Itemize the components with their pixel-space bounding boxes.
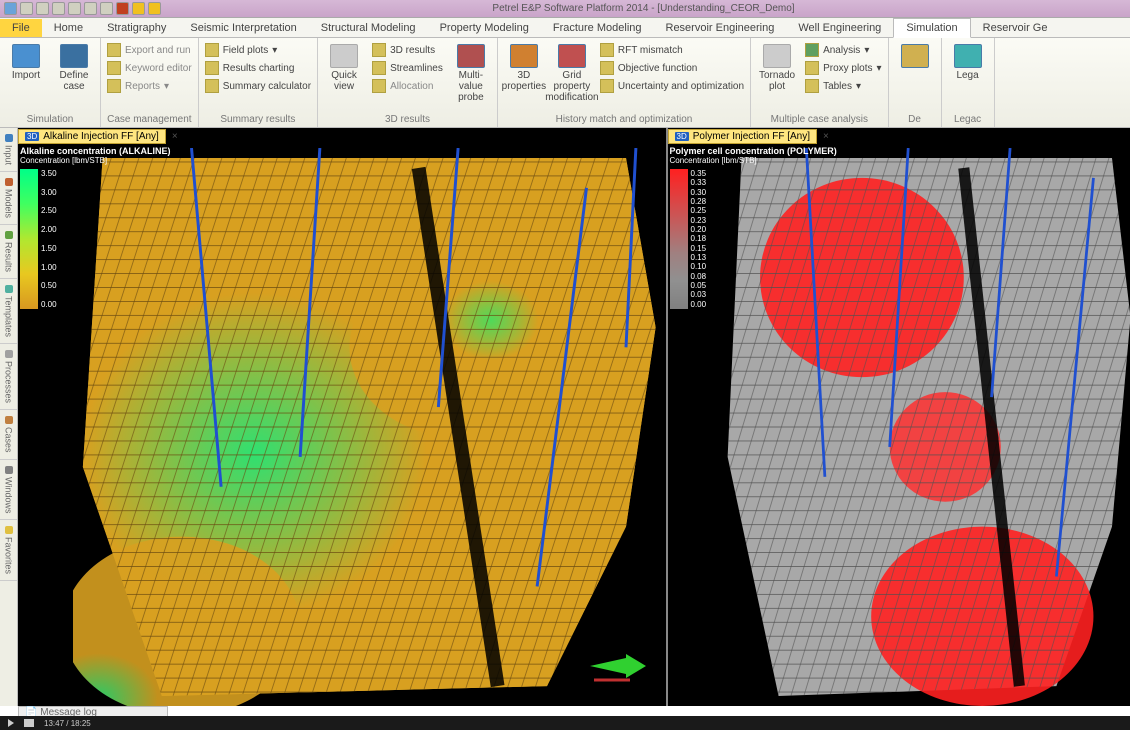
allocation-button[interactable]: Allocation — [370, 78, 445, 94]
import-button[interactable]: Import — [4, 40, 48, 112]
legend-polymer: Polymer cell concentration (POLYMER) Con… — [670, 146, 837, 309]
qat-icon[interactable] — [36, 2, 49, 15]
tab-home[interactable]: Home — [42, 19, 95, 37]
rft-mismatch-button[interactable]: RFT mismatch — [598, 42, 746, 58]
3d-properties-button[interactable]: 3D properties — [502, 40, 546, 112]
close-tab-icon[interactable]: × — [166, 131, 184, 142]
pane-polymer[interactable]: 3DPolymer Injection FF [Any] × Polymer c… — [668, 128, 1130, 706]
summary-calc-button[interactable]: Summary calculator — [203, 78, 313, 94]
multi-value-probe-button[interactable]: Multi-value probe — [449, 40, 493, 112]
sidetab-processes[interactable]: Processes — [0, 344, 17, 410]
3d-results-button[interactable]: 3D results — [370, 42, 445, 58]
define-case-button[interactable]: Define case — [52, 40, 96, 112]
compass-arrow-icon — [590, 646, 646, 686]
group-case-management: Export and run Keyword editor Reports ▾ … — [101, 38, 199, 127]
colorbar-ticks: 0.350.330.300.280.250.230.200.180.150.13… — [688, 169, 707, 309]
de-button[interactable] — [893, 40, 937, 112]
tables-button[interactable]: Tables ▾ — [803, 78, 884, 94]
results-charting-button[interactable]: Results charting — [203, 60, 313, 76]
tab-simulation[interactable]: Simulation — [893, 18, 970, 38]
tab-reservoir-ge[interactable]: Reservoir Ge — [971, 19, 1060, 37]
qat-icon[interactable] — [84, 2, 97, 15]
legacy-button[interactable]: Lega — [946, 40, 990, 112]
side-tabs: Input Models Results Templates Processes… — [0, 128, 18, 706]
title-bar: Petrel E&P Software Platform 2014 - [Und… — [0, 0, 1130, 18]
sidetab-models[interactable]: Models — [0, 172, 17, 225]
3d-badge-icon: 3D — [675, 132, 689, 141]
qat-icon[interactable] — [148, 2, 161, 15]
qat-icon[interactable] — [4, 2, 17, 15]
objective-fn-button[interactable]: Objective function — [598, 60, 746, 76]
grid-property-mod-button[interactable]: Grid property modification — [550, 40, 594, 112]
sidetab-windows[interactable]: Windows — [0, 460, 17, 521]
tab-file[interactable]: File — [0, 19, 42, 37]
sidetab-results[interactable]: Results — [0, 225, 17, 279]
quick-access-toolbar — [4, 2, 161, 15]
colorbar-ticks: 3.503.002.502.001.501.000.500.00 — [38, 169, 57, 309]
3d-badge-icon: 3D — [25, 132, 39, 141]
volume-icon[interactable] — [24, 719, 34, 727]
colorbar-polymer — [670, 169, 688, 309]
workspace: Input Models Results Templates Processes… — [0, 128, 1130, 706]
tab-structural[interactable]: Structural Modeling — [309, 19, 428, 37]
group-summary-results: Field plots ▾ Results charting Summary c… — [199, 38, 318, 127]
reports-button[interactable]: Reports ▾ — [105, 78, 194, 94]
analysis-button[interactable]: Analysis ▾ — [803, 42, 884, 58]
proxy-plots-button[interactable]: Proxy plots ▾ — [803, 60, 884, 76]
tab-well-eng[interactable]: Well Engineering — [786, 19, 893, 37]
qat-play-icon[interactable] — [132, 2, 145, 15]
pane-tab-left: 3DAlkaline Injection FF [Any] × — [18, 128, 184, 144]
tab-property[interactable]: Property Modeling — [428, 19, 541, 37]
close-tab-icon[interactable]: × — [817, 131, 835, 142]
sidetab-input[interactable]: Input — [0, 128, 17, 172]
legend-alkaline: Alkaline concentration (ALKALINE) Concen… — [20, 146, 171, 309]
group-de: De — [889, 38, 942, 127]
export-run-button[interactable]: Export and run — [105, 42, 194, 58]
sidetab-favorites[interactable]: Favorites — [0, 520, 17, 581]
tab-seismic[interactable]: Seismic Interpretation — [178, 19, 308, 37]
qat-icon[interactable] — [116, 2, 129, 15]
pane-tab-button[interactable]: 3DAlkaline Injection FF [Any] — [18, 129, 166, 144]
quick-view-button[interactable]: Quick view — [322, 40, 366, 112]
tornado-plot-button[interactable]: Tornado plot — [755, 40, 799, 112]
group-legacy: Lega Legac — [942, 38, 995, 127]
tab-fracture[interactable]: Fracture Modeling — [541, 19, 654, 37]
qat-icon[interactable] — [20, 2, 33, 15]
keyword-editor-button[interactable]: Keyword editor — [105, 60, 194, 76]
video-time: 13:47 / 18:25 — [44, 719, 91, 728]
pane-alkaline[interactable]: 3DAlkaline Injection FF [Any] × Alkaline… — [18, 128, 666, 706]
tab-reservoir-eng[interactable]: Reservoir Engineering — [654, 19, 787, 37]
sidetab-templates[interactable]: Templates — [0, 279, 17, 344]
group-3d-results: Quick view 3D results Streamlines Alloca… — [318, 38, 498, 127]
ribbon-tabs: File Home Stratigraphy Seismic Interpret… — [0, 18, 1130, 38]
views: 3DAlkaline Injection FF [Any] × Alkaline… — [18, 128, 1130, 706]
play-icon[interactable] — [8, 719, 14, 727]
video-controls: 13:47 / 18:25 — [0, 716, 1130, 730]
tab-stratigraphy[interactable]: Stratigraphy — [95, 19, 178, 37]
qat-icon[interactable] — [52, 2, 65, 15]
group-simulation: Import Define case Simulation — [0, 38, 101, 127]
sidetab-cases[interactable]: Cases — [0, 410, 17, 460]
pane-tab-button[interactable]: 3DPolymer Injection FF [Any] — [668, 129, 818, 144]
window-title: Petrel E&P Software Platform 2014 - [Und… — [161, 3, 1126, 14]
pane-tab-right: 3DPolymer Injection FF [Any] × — [668, 128, 835, 144]
qat-icon[interactable] — [100, 2, 113, 15]
colorbar-alkaline — [20, 169, 38, 309]
uncertainty-button[interactable]: Uncertainty and optimization — [598, 78, 746, 94]
group-multiple-case: Tornado plot Analysis ▾ Proxy plots ▾ Ta… — [751, 38, 889, 127]
ribbon: Import Define case Simulation Export and… — [0, 38, 1130, 128]
qat-icon[interactable] — [68, 2, 81, 15]
group-history-match: 3D properties Grid property modification… — [498, 38, 751, 127]
streamlines-button[interactable]: Streamlines — [370, 60, 445, 76]
field-plots-button[interactable]: Field plots ▾ — [203, 42, 313, 58]
